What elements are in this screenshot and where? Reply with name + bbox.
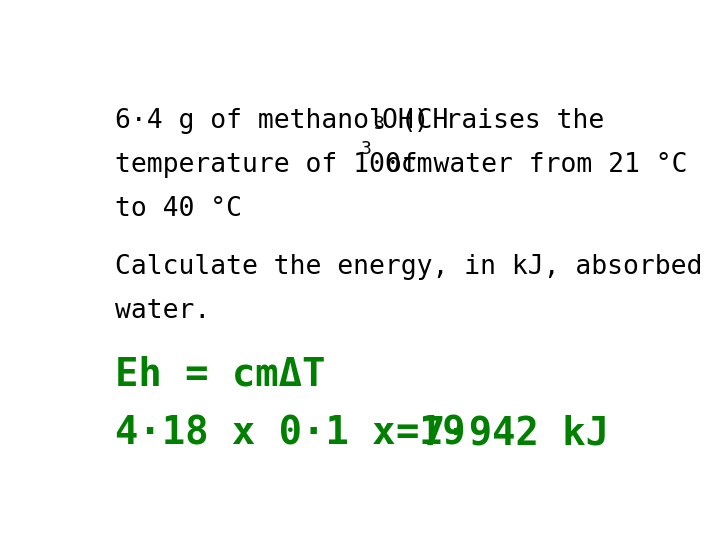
Text: =: = (396, 414, 419, 452)
Text: water.: water. (115, 298, 210, 323)
Text: temperature of 100cm: temperature of 100cm (115, 152, 433, 178)
Text: OH) raises the: OH) raises the (382, 109, 604, 134)
Text: of water from 21 °C: of water from 21 °C (369, 152, 687, 178)
Text: 3: 3 (374, 115, 384, 133)
Text: 7·942 kJ: 7·942 kJ (422, 414, 609, 452)
Text: 4·18 x 0·1 x 19: 4·18 x 0·1 x 19 (115, 414, 466, 452)
Text: to 40 °C: to 40 °C (115, 196, 242, 222)
Text: Calculate the energy, in kJ, absorbed by the: Calculate the energy, in kJ, absorbed by… (115, 254, 720, 280)
Text: Eh = cmΔT: Eh = cmΔT (115, 356, 325, 394)
Text: 6·4 g of methanol (CH: 6·4 g of methanol (CH (115, 109, 449, 134)
Text: 3: 3 (361, 140, 372, 158)
